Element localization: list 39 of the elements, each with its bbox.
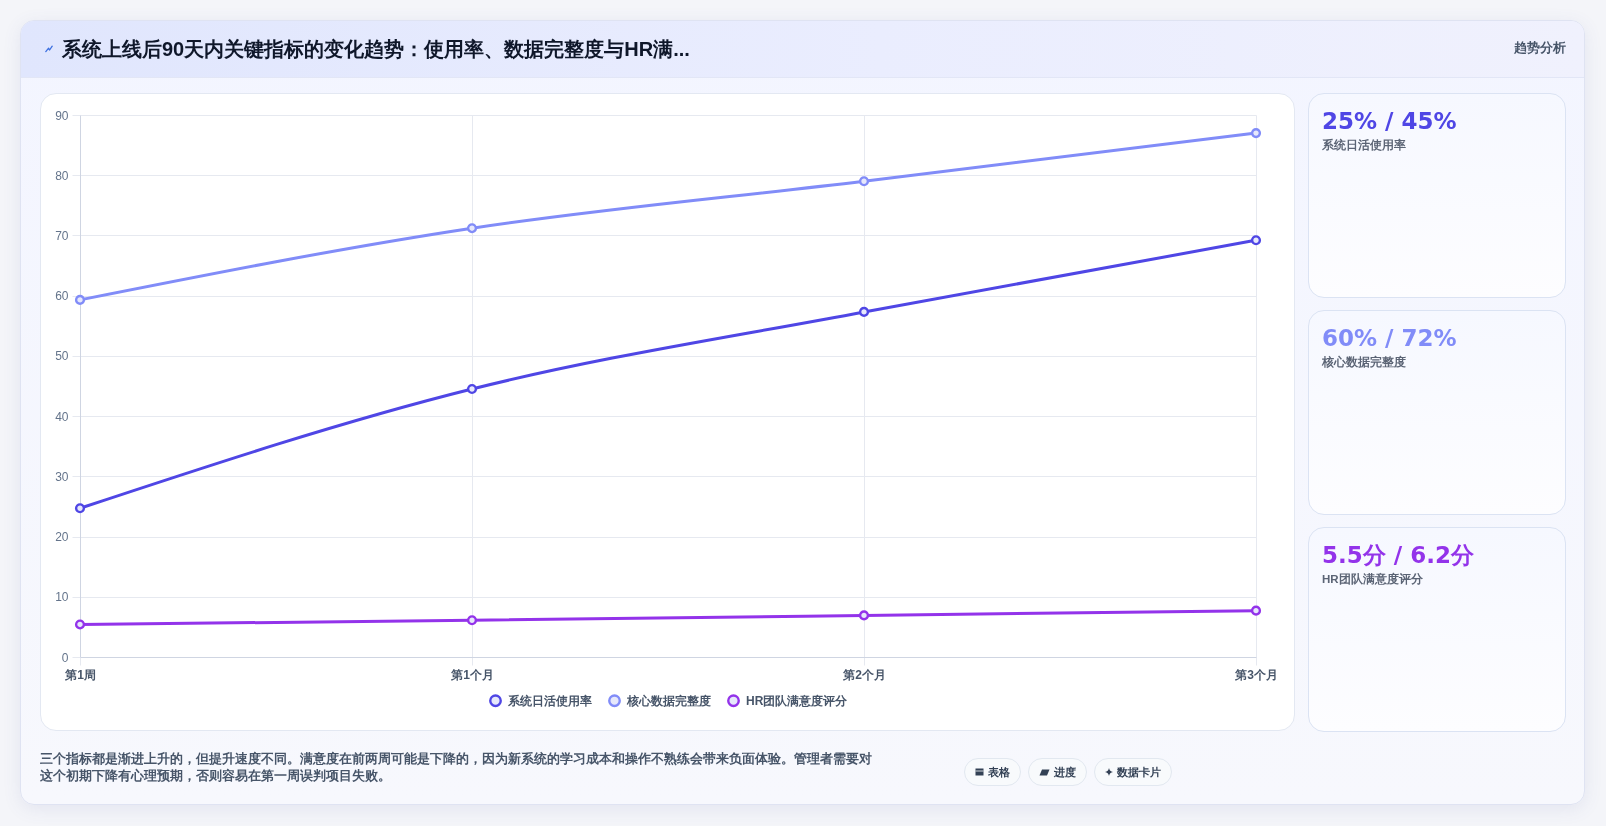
- text: 趋势分析: [1514, 40, 1566, 57]
- legend-label: 核心数据完整度: [626, 693, 711, 708]
- point: [858, 176, 870, 187]
- legend-label: 系统日活使用率: [507, 693, 592, 708]
- chart-title: 系统上线后90天内关键指标的变化趋势：使用率、数据完整度与HR满...: [62, 37, 690, 62]
- point: [1250, 127, 1262, 139]
- x-tick-label: 第1周: [64, 667, 96, 682]
- text: 60% / 72%: [1322, 324, 1457, 353]
- text: HR团队满意度评分: [1322, 572, 1423, 587]
- text: 核心数据完整度: [1322, 355, 1406, 370]
- point: [1250, 605, 1262, 616]
- text: 系统日活使用率: [1322, 138, 1406, 153]
- point: [466, 615, 478, 626]
- legend-label: HR团队满意度评分: [746, 693, 849, 708]
- text: 三个指标都是渐进上升的，但提升速度不同。满意度在前两周可能是下降的，因为新系统的学习成本和操作不熟练会带来负面体验。管理者需要对这个初期下降有心理预期，否则容易在第一周误判项目失败。: [40, 750, 873, 784]
- point: [466, 223, 478, 234]
- point: [74, 503, 86, 514]
- x-tick-label: 第2个月: [842, 667, 886, 682]
- y-tick-label: 70: [55, 228, 69, 243]
- text: 5.5分 / 6.2分: [1322, 541, 1474, 570]
- point: [1250, 235, 1262, 246]
- y-tick-label: 10: [55, 590, 69, 605]
- y-tick-label: 50: [55, 349, 69, 364]
- point: [858, 306, 870, 317]
- text: 25% / 45%: [1322, 107, 1457, 136]
- x-tick-label: 第3个月: [1234, 667, 1278, 682]
- point: [858, 610, 870, 621]
- y-tick-label: 30: [55, 469, 69, 484]
- point: [74, 619, 86, 630]
- point: [466, 383, 478, 395]
- y-tick-label: 20: [55, 530, 69, 545]
- y-tick-label: 40: [55, 409, 69, 424]
- y-tick-label: 90: [55, 108, 69, 123]
- y-tick-label: 80: [55, 168, 69, 183]
- button: 进度: [1028, 758, 1087, 786]
- y-tick-label: 60: [55, 289, 69, 304]
- x-tick-label: 第1个月: [450, 667, 494, 682]
- y-tick-label: 0: [61, 650, 69, 665]
- button: 数据卡片: [1094, 758, 1172, 786]
